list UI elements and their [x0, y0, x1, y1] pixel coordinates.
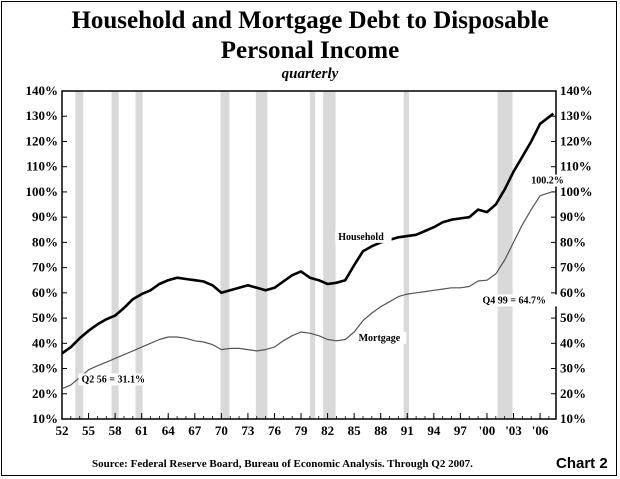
y-tick-label-right-8: 90% [560, 209, 586, 224]
x-tick-label-6: 70 [215, 423, 228, 438]
chart-title: Household and Mortgage Debt to Disposabl… [71, 7, 549, 34]
y-tick-label-left-7: 80% [32, 234, 58, 249]
y-tick-label-left-13: 140% [26, 83, 59, 98]
x-tick-label-14: 94 [427, 423, 441, 438]
annotation-2: 100.2% [531, 176, 564, 187]
x-tick-label-8: 76 [268, 423, 282, 438]
y-tick-label-right-5: 60% [560, 285, 586, 300]
y-tick-label-right-6: 70% [560, 260, 586, 275]
y-tick-label-left-8: 90% [32, 209, 58, 224]
source-note: Source: Federal Reserve Board, Bureau of… [92, 458, 473, 470]
annotation-bg-0 [335, 230, 392, 243]
y-tick-label-left-0: 10% [32, 411, 58, 426]
recession-band-6 [323, 91, 336, 419]
chart-title-line2: Personal Income [220, 37, 400, 64]
y-tick-label-right-3: 40% [560, 335, 586, 350]
x-tick-label-12: 88 [374, 423, 388, 438]
y-tick-label-right-13: 140% [560, 83, 593, 98]
x-tick-label-16: '00 [479, 423, 496, 438]
x-tick-label-17: '03 [505, 423, 522, 438]
x-tick-label-15: 97 [454, 423, 468, 438]
annotation-bg-4 [78, 373, 158, 386]
recession-band-5 [309, 91, 316, 419]
recession-band-3 [220, 91, 230, 419]
chart-number-label: Chart 2 [556, 455, 608, 472]
x-tick-label-10: 82 [321, 423, 334, 438]
x-tick-label-5: 67 [188, 423, 202, 438]
x-tick-label-9: 79 [295, 423, 309, 438]
recession-band-7 [403, 91, 410, 419]
annotation-1: Mortgage [359, 333, 401, 344]
y-tick-label-right-10: 110% [560, 159, 592, 174]
y-tick-label-left-5: 60% [32, 285, 58, 300]
x-tick-label-3: 61 [135, 423, 148, 438]
recession-band-2 [135, 91, 143, 419]
annotation-bg-1 [355, 331, 407, 344]
annotation-bg-2 [528, 174, 568, 187]
y-tick-label-left-4: 50% [32, 310, 58, 325]
x-tick-label-0: 52 [56, 423, 69, 438]
series-line-mortgage [61, 190, 554, 390]
y-tick-label-right-2: 30% [560, 361, 586, 376]
x-tick-label-2: 58 [109, 423, 123, 438]
x-tick-label-11: 85 [348, 423, 362, 438]
x-tick-label-7: 73 [241, 423, 255, 438]
y-tick-label-right-12: 130% [560, 108, 593, 123]
chart-subtitle: quarterly [281, 66, 339, 82]
annotation-4: Q2 56 = 31.1% [81, 374, 144, 385]
y-tick-label-left-10: 110% [26, 159, 58, 174]
plot-area-border [61, 90, 557, 420]
y-tick-label-right-7: 80% [560, 234, 586, 249]
x-tick-label-1: 55 [82, 423, 96, 438]
annotation-3: Q4 99 = 64.7% [483, 295, 546, 306]
recession-band-1 [111, 91, 119, 419]
x-tick-label-18: '06 [532, 423, 549, 438]
y-tick-label-right-9: 100% [560, 184, 593, 199]
y-tick-label-right-1: 20% [560, 386, 586, 401]
y-tick-label-right-4: 50% [560, 310, 586, 325]
y-tick-label-left-1: 20% [32, 386, 58, 401]
y-tick-label-left-6: 70% [32, 260, 58, 275]
x-tick-label-4: 64 [162, 423, 176, 438]
y-tick-label-right-11: 120% [560, 133, 593, 148]
annotation-0: Household [338, 232, 384, 243]
y-tick-label-left-12: 130% [26, 108, 59, 123]
recession-band-0 [75, 91, 84, 419]
series-line-household [61, 112, 555, 355]
x-tick-label-13: 91 [401, 423, 414, 438]
y-tick-label-left-9: 100% [26, 184, 59, 199]
recession-band-4 [255, 91, 268, 419]
y-tick-label-left-3: 40% [32, 335, 58, 350]
y-tick-label-right-0: 10% [560, 411, 586, 426]
annotation-bg-3 [479, 294, 559, 307]
recession-band-8 [497, 91, 513, 419]
y-tick-label-left-2: 30% [32, 361, 58, 376]
y-tick-label-left-11: 120% [26, 133, 59, 148]
